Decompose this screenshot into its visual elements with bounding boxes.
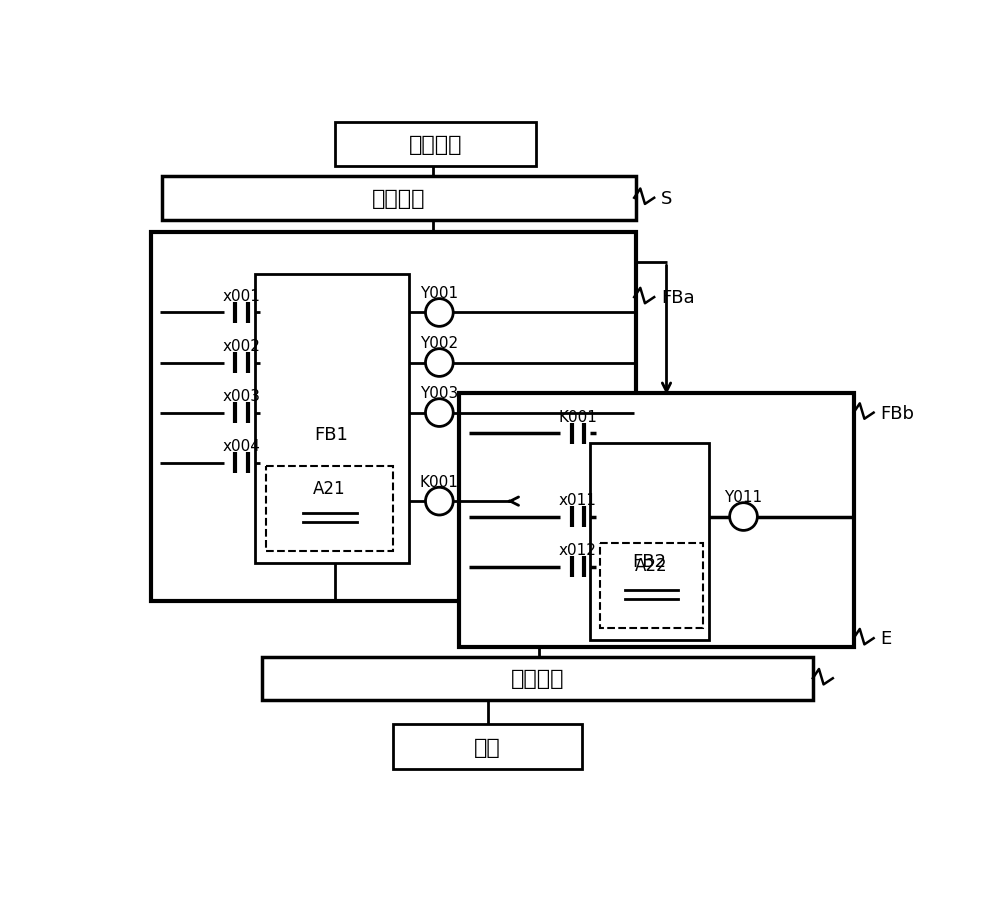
Bar xyxy=(393,724,582,769)
Bar xyxy=(151,232,636,601)
Text: 结束处理: 结束处理 xyxy=(511,669,564,689)
Text: K001: K001 xyxy=(420,474,459,489)
Text: FBa: FBa xyxy=(661,289,695,307)
Text: A21: A21 xyxy=(313,479,346,497)
Text: x011: x011 xyxy=(559,493,597,507)
Bar xyxy=(255,275,409,563)
Bar xyxy=(262,657,813,700)
Text: Y002: Y002 xyxy=(420,335,458,351)
Bar xyxy=(266,467,393,551)
Text: x002: x002 xyxy=(223,339,260,353)
Text: x003: x003 xyxy=(222,389,260,404)
Text: A22: A22 xyxy=(635,557,668,575)
Text: x001: x001 xyxy=(223,289,260,303)
Bar xyxy=(600,544,703,629)
Text: x012: x012 xyxy=(559,543,597,558)
Bar xyxy=(590,444,709,640)
Bar xyxy=(162,177,636,220)
Text: x004: x004 xyxy=(223,439,260,454)
Text: FB2: FB2 xyxy=(632,552,666,570)
Bar xyxy=(459,394,854,648)
Text: 初始处理: 初始处理 xyxy=(372,189,426,209)
Text: 返回: 返回 xyxy=(474,737,501,757)
Text: E: E xyxy=(881,630,892,648)
Text: FB1: FB1 xyxy=(315,425,348,444)
Text: 安全程序: 安全程序 xyxy=(409,135,462,155)
Text: FBb: FBb xyxy=(881,404,915,422)
Bar xyxy=(335,123,536,167)
Text: Y001: Y001 xyxy=(420,286,458,301)
Text: Y011: Y011 xyxy=(724,489,763,505)
Text: Y003: Y003 xyxy=(420,385,458,401)
Text: K001: K001 xyxy=(559,409,597,425)
Text: S: S xyxy=(661,189,672,208)
